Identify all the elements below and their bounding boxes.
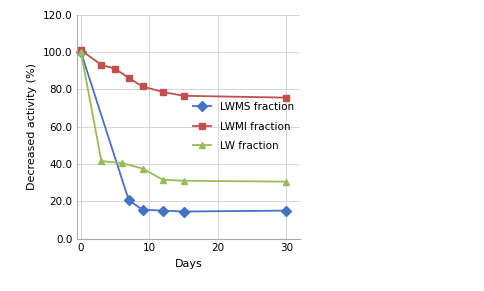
LWMS fraction [126,198,132,202]
Y-axis label: Decreased activity (%): Decreased activity (%) [28,63,37,190]
LW fraction [284,180,289,183]
LWMI fraction [139,85,145,88]
LW fraction [160,178,166,182]
LWMI fraction [112,67,118,70]
LWMS fraction [160,209,166,212]
Legend: LWMS fraction, LWMI fraction, LW fraction: LWMS fraction, LWMI fraction, LW fractio… [188,98,298,155]
LWMI fraction [181,94,186,97]
Line: LW fraction: LW fraction [77,48,290,185]
LWMS fraction [139,208,145,212]
X-axis label: Days: Days [175,259,203,269]
LWMS fraction [78,50,84,54]
LWMS fraction [284,209,289,212]
LWMI fraction [284,96,289,100]
LWMS fraction [181,210,186,213]
Line: LWMS fraction: LWMS fraction [77,48,290,215]
LW fraction [119,161,125,165]
Line: LWMI fraction: LWMI fraction [77,47,290,101]
LW fraction [181,179,186,182]
LW fraction [99,159,105,163]
LW fraction [139,167,145,170]
LWMI fraction [99,63,105,67]
LWMI fraction [78,48,84,52]
LWMI fraction [126,76,132,80]
LW fraction [78,50,84,54]
LWMI fraction [160,90,166,94]
